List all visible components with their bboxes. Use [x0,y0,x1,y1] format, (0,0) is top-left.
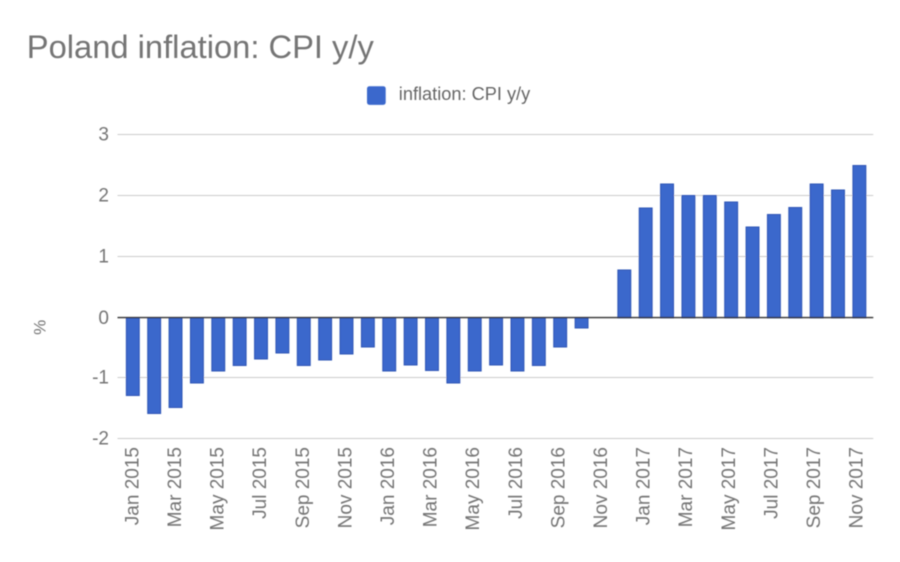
svg-text:Nov 2015: Nov 2015 [335,447,356,528]
svg-text:Nov 2016: Nov 2016 [591,447,612,528]
svg-text:Jan 2016: Jan 2016 [378,447,399,525]
svg-text:inflation: CPI y/y: inflation: CPI y/y [399,84,531,104]
svg-text:%: % [31,320,50,335]
svg-text:-2: -2 [92,429,109,450]
svg-text:0: 0 [98,308,109,329]
svg-text:Mar 2017: Mar 2017 [676,447,697,527]
svg-text:Jul 2015: Jul 2015 [250,447,271,519]
svg-text:3: 3 [98,125,109,146]
svg-text:Sep 2015: Sep 2015 [293,447,314,528]
svg-text:Jul 2016: Jul 2016 [506,447,527,519]
svg-text:May 2016: May 2016 [463,447,484,530]
svg-text:-1: -1 [92,368,109,389]
svg-text:Mar 2016: Mar 2016 [421,447,442,527]
svg-text:Jan 2015: Jan 2015 [122,447,143,525]
svg-text:Sep 2017: Sep 2017 [804,447,825,528]
svg-text:Sep 2016: Sep 2016 [548,447,569,528]
svg-text:1: 1 [98,247,109,268]
svg-text:Nov 2017: Nov 2017 [847,447,868,528]
svg-text:2: 2 [98,186,109,207]
svg-text:May 2015: May 2015 [208,447,229,530]
svg-text:Jan 2017: Jan 2017 [634,447,655,525]
svg-text:May 2017: May 2017 [719,447,740,530]
svg-text:Jul 2017: Jul 2017 [761,447,782,519]
svg-text:Poland inflation: CPI y/y: Poland inflation: CPI y/y [27,28,375,65]
svg-text:Mar 2015: Mar 2015 [165,447,186,527]
